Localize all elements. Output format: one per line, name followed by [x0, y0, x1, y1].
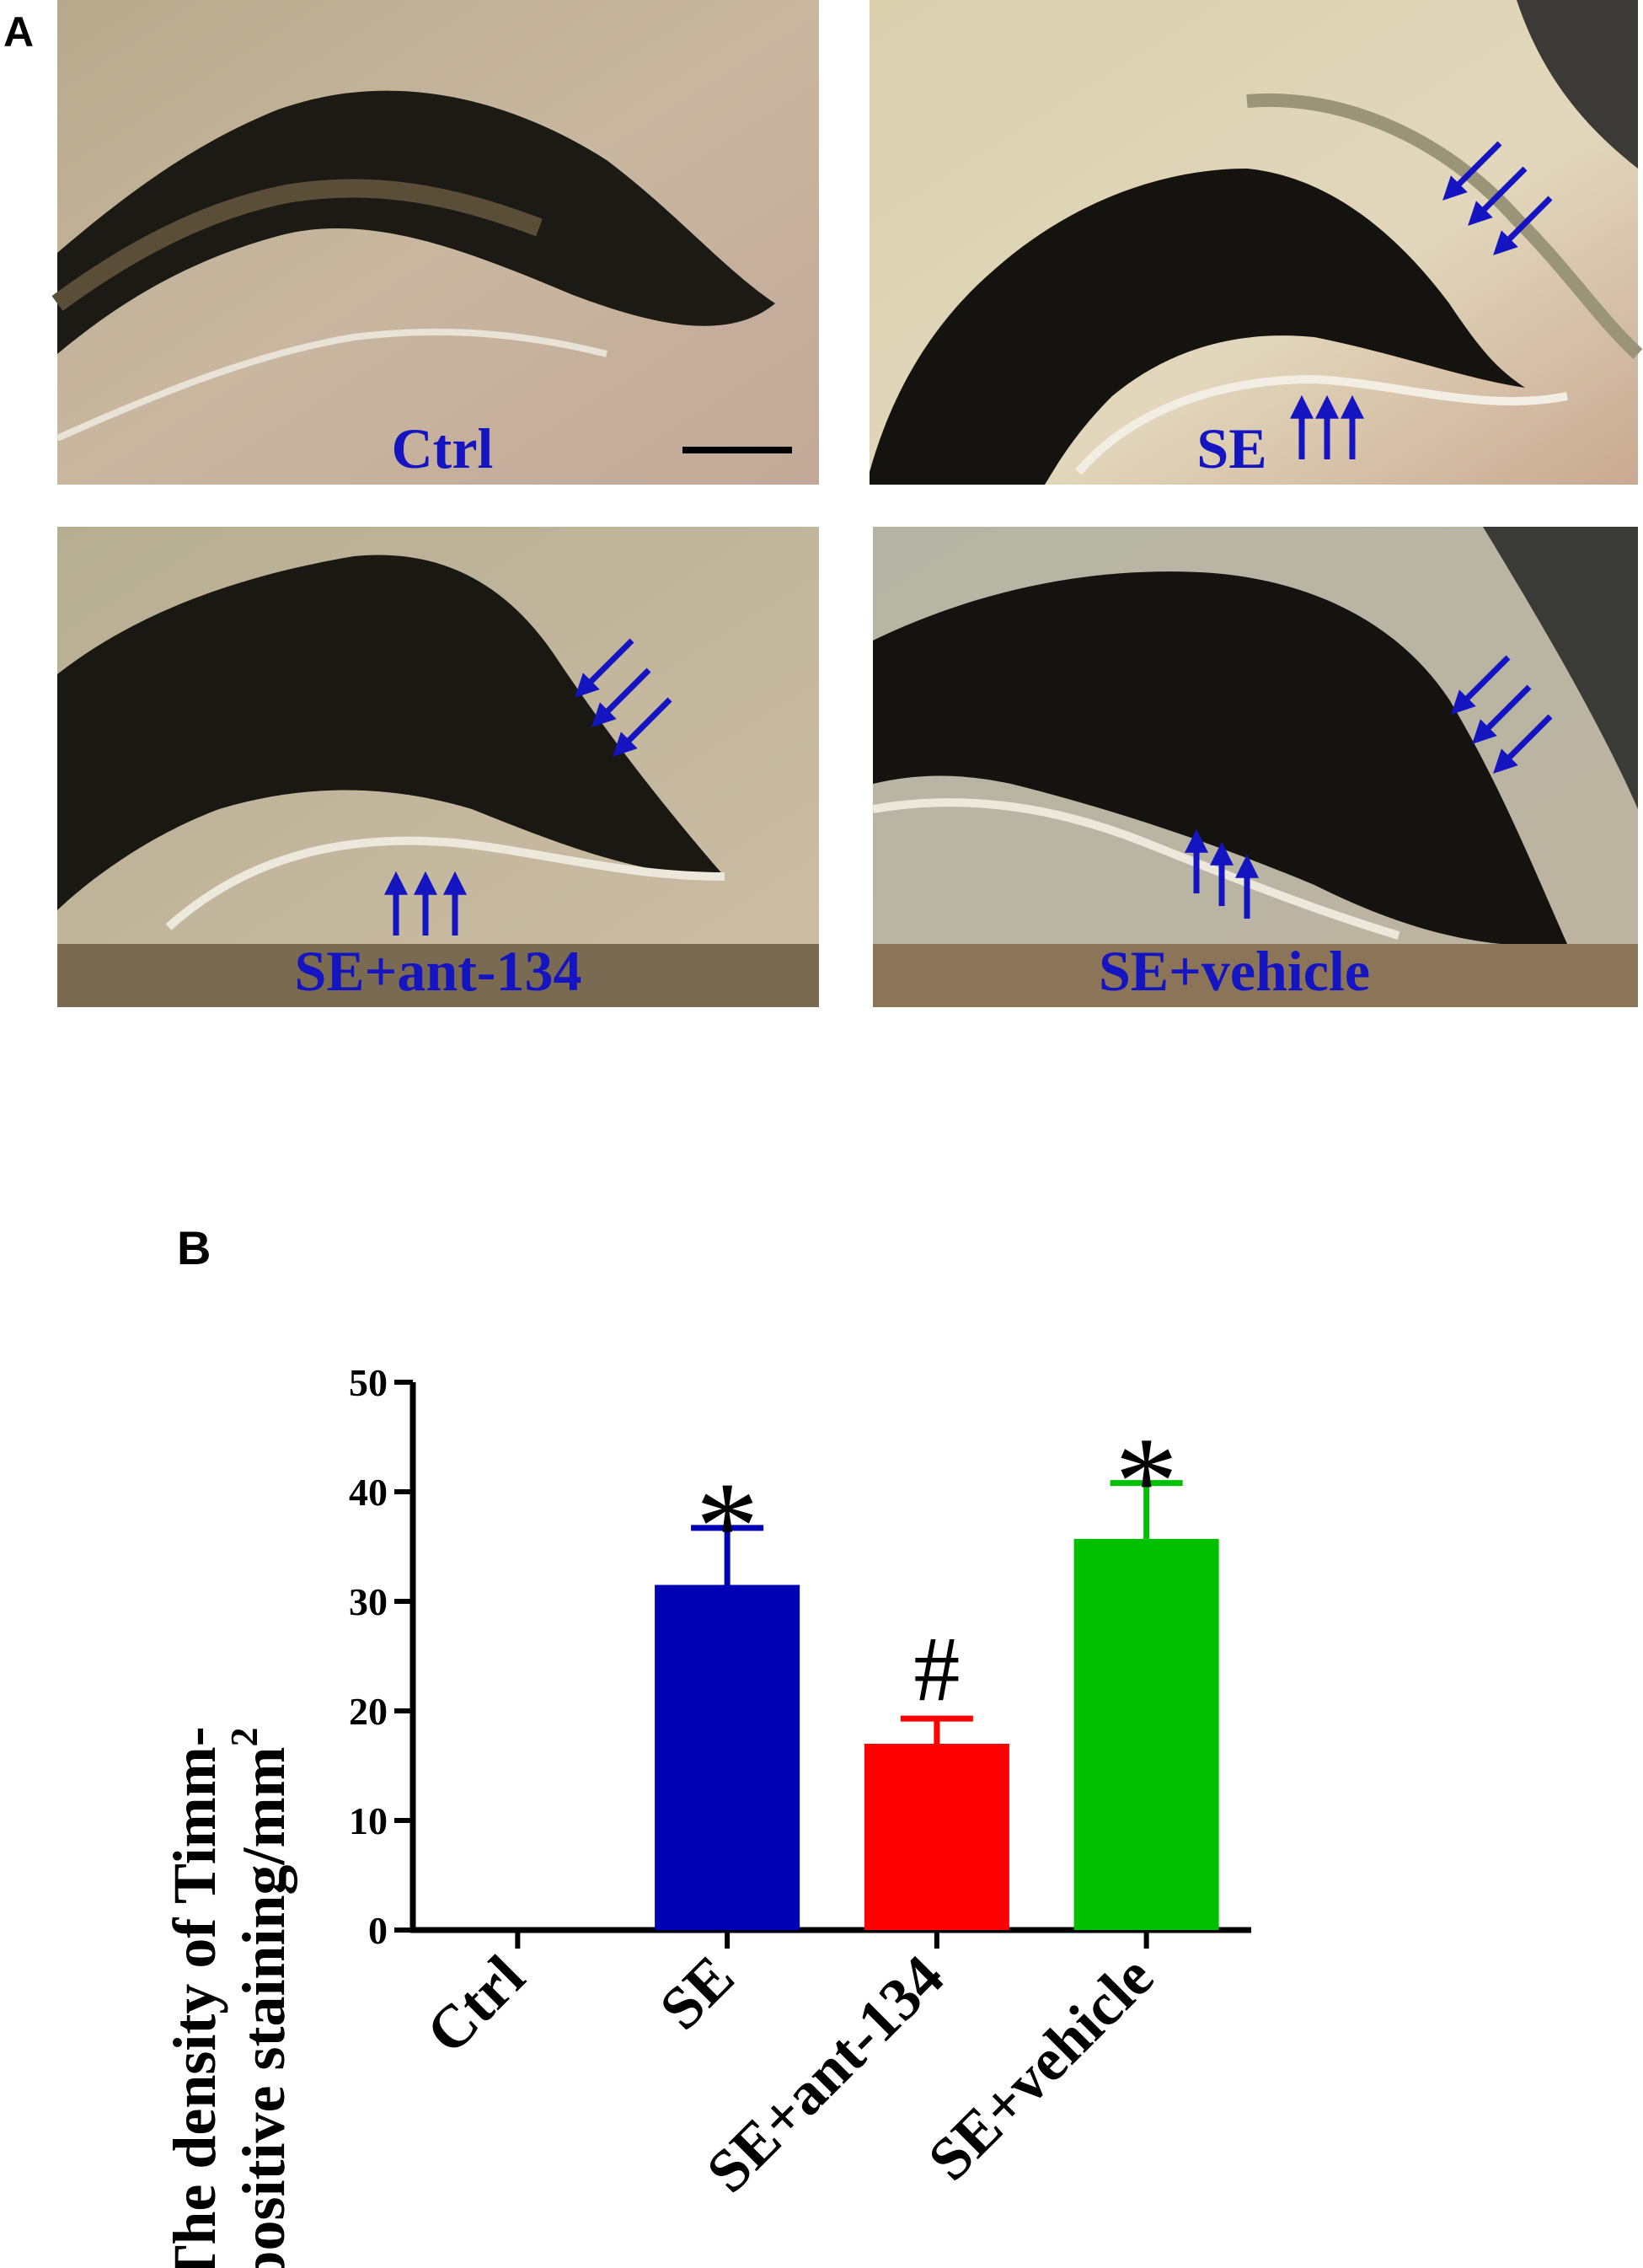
y-axis-title-line2-text: positive staining/mm [230, 1746, 297, 2268]
micrograph-se: SE [870, 0, 1643, 485]
micrograph-se-ant134: SE+ant-134 [57, 527, 819, 1007]
arrow-group-se-vertical [1290, 394, 1364, 459]
arrow-group-se-diagonal [1442, 141, 1553, 255]
panel-a-letter: A [3, 8, 34, 56]
y-tick-label: 50 [349, 1361, 388, 1404]
micrograph-ctrl: Ctrl [51, 0, 819, 485]
chart-bars: * # * [655, 1412, 1219, 1930]
bar [655, 1584, 800, 1930]
y-tick-label: 10 [349, 1799, 388, 1842]
x-tick-label: Ctrl [414, 1943, 538, 2067]
y-tick-label: 40 [349, 1471, 388, 1514]
y-axis-title-line1: The density of Timm- [161, 1726, 228, 2268]
y-axis-title: The density of Timm- positive staining/m… [161, 1726, 297, 2268]
micrograph-label-se-vehicle: SE+vehicle [1099, 939, 1370, 1003]
arrow-group-vehicle-vertical [1185, 828, 1259, 919]
y-axis-title-superscript: 2 [222, 1727, 265, 1746]
significance-mark: # [913, 1617, 960, 1720]
micrograph-se-vehicle: SE+vehicle [872, 527, 1638, 1007]
panel-b-bar-chart: B The density of Timm- positive staining… [161, 1221, 1251, 2268]
bar [864, 1744, 1009, 1930]
y-tick-label: 0 [368, 1909, 388, 1952]
panel-b-letter: B [177, 1221, 211, 1274]
panel-a-micrographs: A Ctrl SE SE+ant-134 [3, 0, 1643, 1007]
arrow-group-ant134-vertical [384, 871, 467, 936]
micrograph-label-se: SE [1196, 416, 1266, 480]
micrograph-label-ctrl: Ctrl [392, 416, 494, 480]
y-axis-title-line2: positive staining/mm2 [222, 1727, 297, 2268]
micrograph-label-se-ant134: SE+ant-134 [294, 939, 581, 1003]
x-tick-label: SE+vehicle [915, 1943, 1166, 2194]
y-tick-label: 20 [349, 1690, 388, 1733]
x-tick-label: SE [647, 1943, 747, 2043]
arrow-group-ant134-diagonal [575, 638, 672, 757]
y-tick-label: 30 [349, 1580, 388, 1623]
bar [1073, 1538, 1219, 1930]
arrow-group-vehicle-diagonal [1451, 655, 1553, 774]
significance-mark: * [696, 1456, 759, 1596]
significance-mark: * [1115, 1412, 1178, 1552]
